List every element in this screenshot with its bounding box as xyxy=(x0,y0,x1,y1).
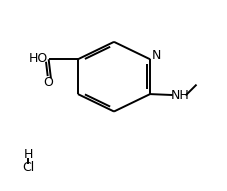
Text: O: O xyxy=(44,76,53,89)
Text: N: N xyxy=(151,49,160,62)
Text: NH: NH xyxy=(170,89,189,102)
Text: Cl: Cl xyxy=(22,161,34,174)
Text: HO: HO xyxy=(29,52,48,65)
Text: H: H xyxy=(24,148,33,161)
